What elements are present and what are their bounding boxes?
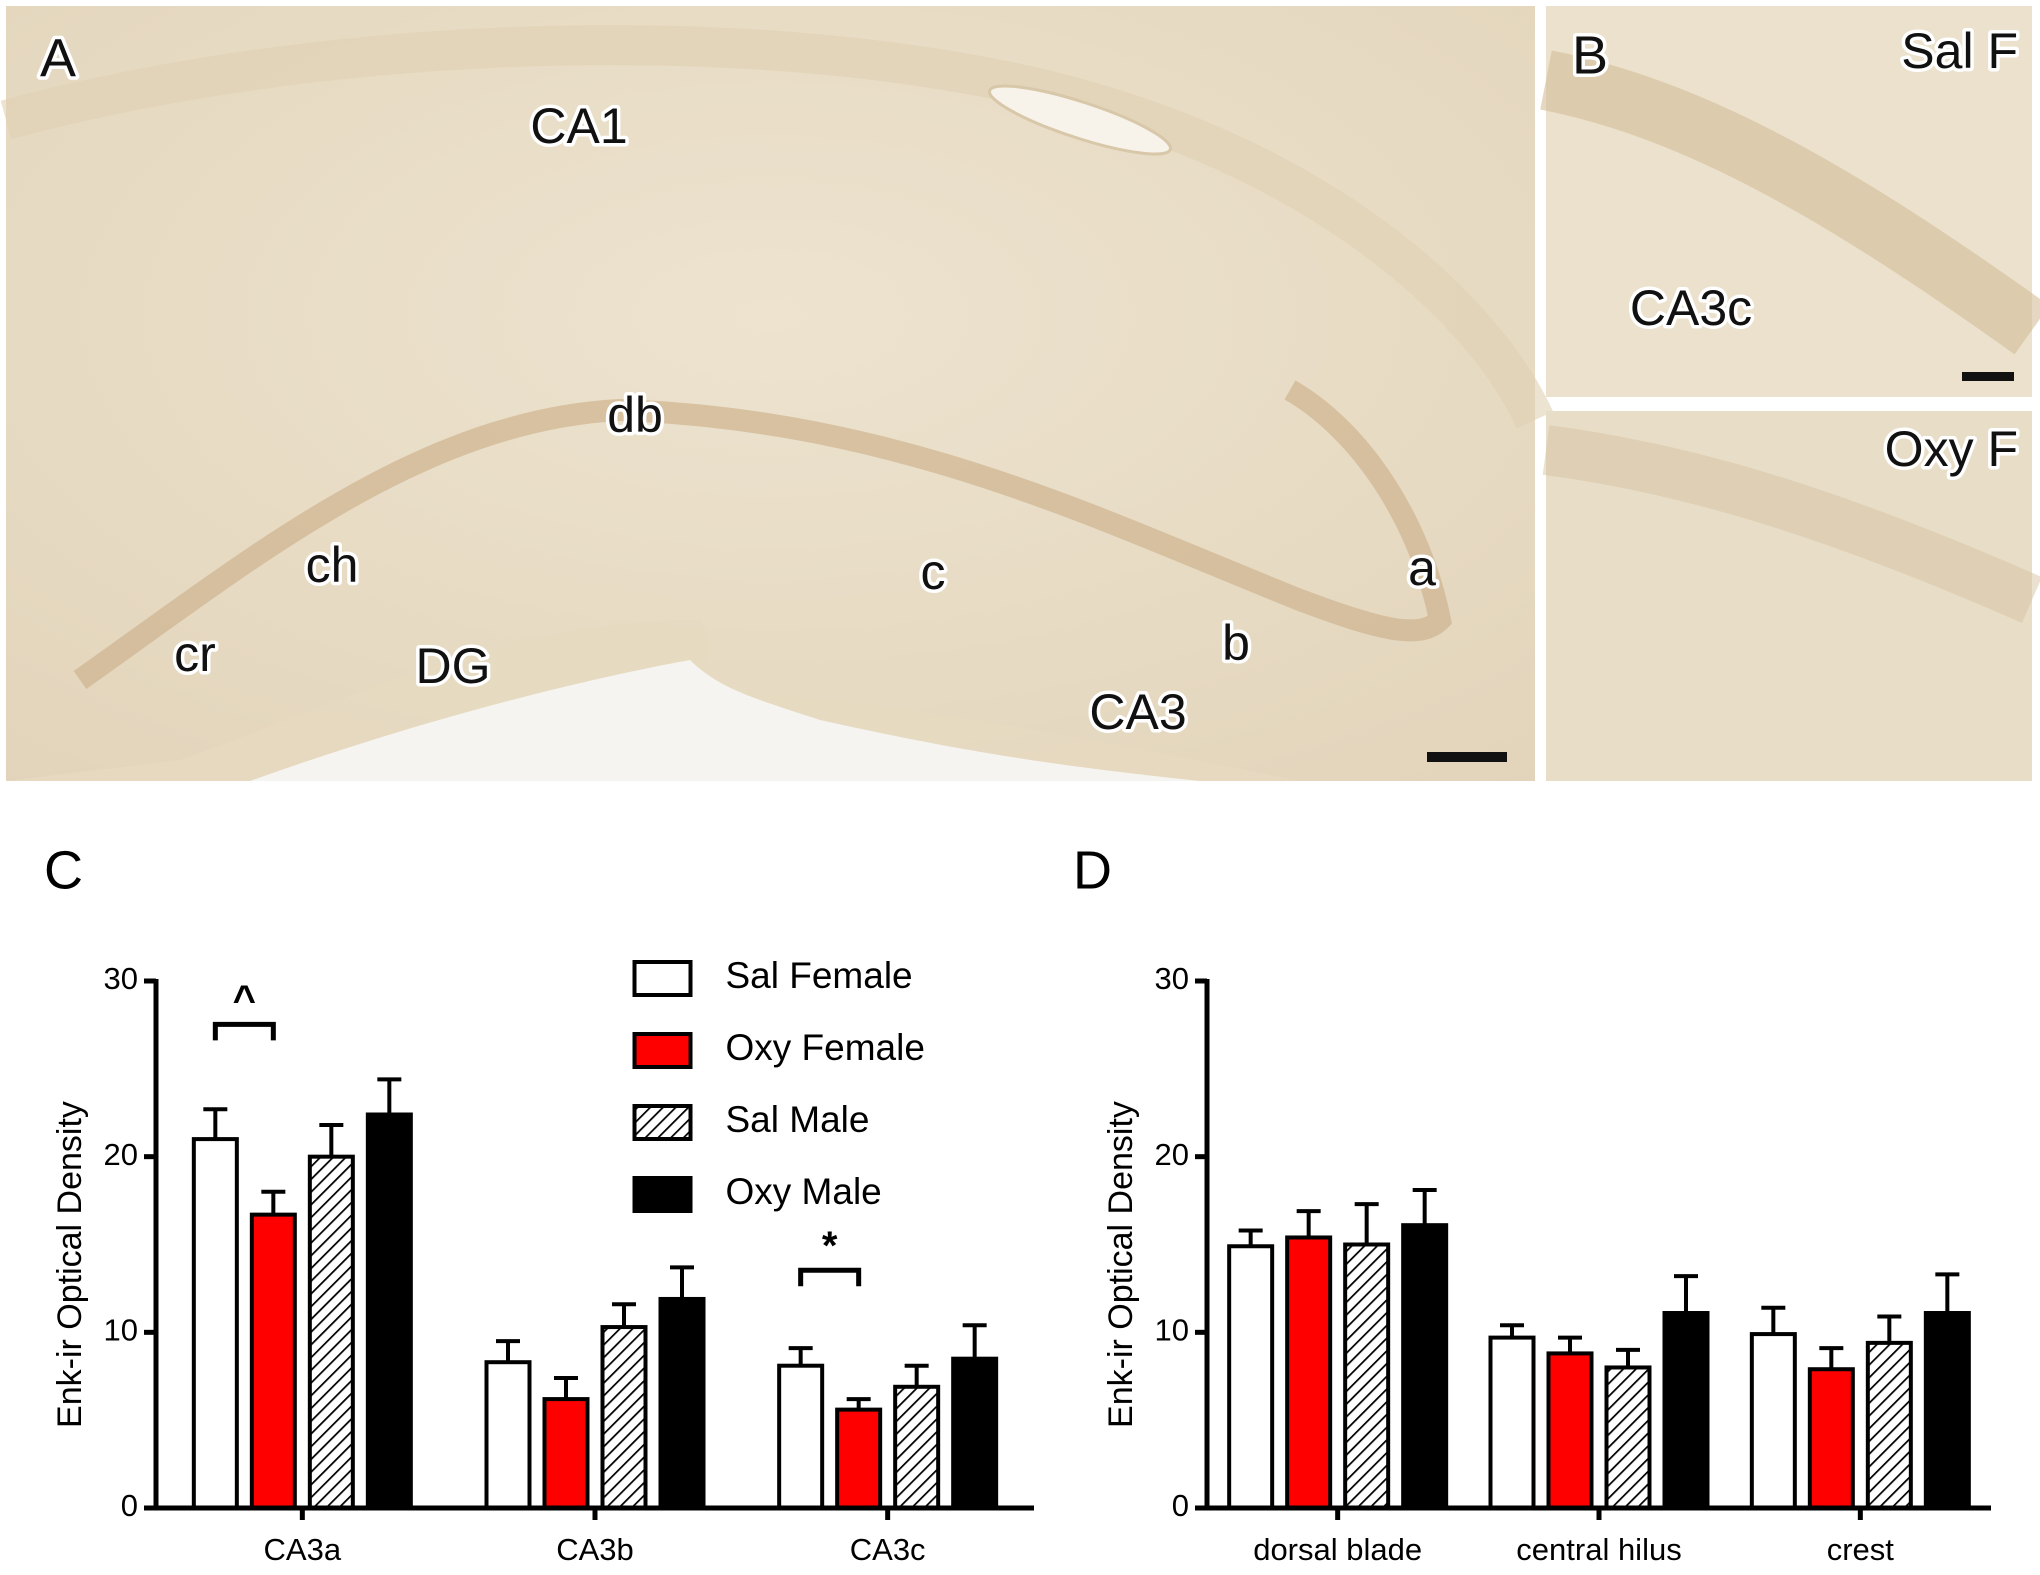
panel-label: C (44, 840, 83, 900)
bar (600, 1325, 648, 1511)
error-bar (554, 1376, 578, 1400)
region-label: b (1222, 615, 1250, 671)
error-bar (1761, 1305, 1786, 1335)
error-bar (612, 1302, 636, 1328)
significance-bracket (798, 1267, 862, 1287)
error-bar (1354, 1202, 1379, 1245)
error-bar (319, 1123, 344, 1157)
bar (1227, 1244, 1275, 1511)
bar (1343, 1242, 1391, 1510)
bar (1923, 1311, 1971, 1511)
x-tick-label: CA3a (264, 1532, 342, 1567)
error-bar (1616, 1347, 1640, 1368)
bar (1662, 1311, 1710, 1511)
region-label: CA3 (1089, 684, 1186, 740)
error-bar (1500, 1323, 1524, 1338)
region-label: DG (416, 638, 491, 694)
error-bar (962, 1323, 987, 1359)
error-bar (496, 1339, 520, 1363)
legend-swatch (632, 1104, 693, 1141)
legend-label: Oxy Female (726, 1027, 925, 1068)
y-tick-label: 10 (104, 1313, 138, 1348)
error-bar (788, 1346, 813, 1366)
x-tick-label: CA3b (556, 1532, 634, 1567)
significance-bracket (212, 1021, 276, 1041)
legend-label: Sal Male (726, 1099, 870, 1140)
bar (191, 1137, 239, 1510)
inset-label: CA3c (1630, 280, 1752, 336)
x-tick-label: crest (1827, 1532, 1895, 1567)
y-tick-label: 30 (104, 961, 138, 996)
bar (835, 1407, 883, 1511)
error-bar (1412, 1188, 1437, 1226)
y-tick-label: 20 (1155, 1137, 1189, 1172)
bar (1488, 1335, 1536, 1511)
bar (1604, 1365, 1652, 1511)
panel-label: A (40, 28, 76, 88)
legend-label: Sal Female (726, 955, 913, 996)
legend-label: Oxy Male (726, 1171, 882, 1212)
bar (893, 1384, 941, 1511)
legend-swatch (632, 960, 693, 997)
error-bar (377, 1077, 402, 1115)
error-bar (1819, 1346, 1844, 1370)
bar (1285, 1235, 1333, 1511)
region-label: ch (306, 537, 359, 593)
bar (777, 1363, 825, 1510)
region-label: c (921, 544, 946, 600)
bar (484, 1360, 532, 1510)
bar (365, 1112, 413, 1511)
region-label: db (607, 387, 663, 443)
bar (1807, 1367, 1855, 1511)
error-bar (904, 1363, 929, 1387)
bar (1401, 1223, 1449, 1510)
bar (1865, 1340, 1913, 1510)
error-bar (1296, 1209, 1321, 1238)
inset-label: Sal F (1901, 23, 2018, 79)
panel-label: D (1073, 840, 1112, 900)
micrograph-a (0, 6, 1554, 781)
error-bar (261, 1189, 286, 1215)
bar (1749, 1332, 1797, 1510)
region-label: CA1 (530, 98, 627, 154)
x-tick-label: dorsal blade (1253, 1532, 1422, 1567)
legend-swatch (632, 1032, 693, 1069)
error-bar (1238, 1228, 1263, 1247)
x-tick-label: CA3c (850, 1532, 926, 1567)
bar (1546, 1351, 1594, 1510)
error-bar (1674, 1274, 1698, 1314)
error-bar (203, 1107, 228, 1140)
y-tick-label: 0 (1172, 1488, 1189, 1523)
region-label: cr (174, 626, 216, 682)
error-bar (1558, 1335, 1582, 1354)
y-tick-label: 0 (121, 1488, 138, 1523)
y-tick-label: 20 (104, 1137, 138, 1172)
significance-mark: * (822, 1224, 838, 1268)
significance-mark: ^ (233, 978, 256, 1022)
x-tick-label: central hilus (1516, 1532, 1681, 1567)
bar (951, 1356, 999, 1511)
error-bar (1877, 1314, 1902, 1343)
error-bar (1935, 1272, 1960, 1314)
panel-label: B (1572, 25, 1608, 85)
bar (249, 1212, 297, 1511)
bar (658, 1296, 706, 1510)
error-bar (670, 1265, 694, 1299)
region-label: a (1408, 540, 1436, 596)
y-axis-label: Enk-ir Optical Density (51, 1101, 89, 1428)
y-tick-label: 10 (1155, 1313, 1189, 1348)
y-axis-label: Enk-ir Optical Density (1102, 1101, 1140, 1428)
bar (307, 1154, 355, 1510)
inset-label: Oxy F (1885, 421, 2018, 477)
y-tick-label: 30 (1155, 961, 1189, 996)
bar (542, 1397, 590, 1510)
legend-swatch (632, 1176, 693, 1213)
micrograph-b (1540, 6, 2040, 781)
